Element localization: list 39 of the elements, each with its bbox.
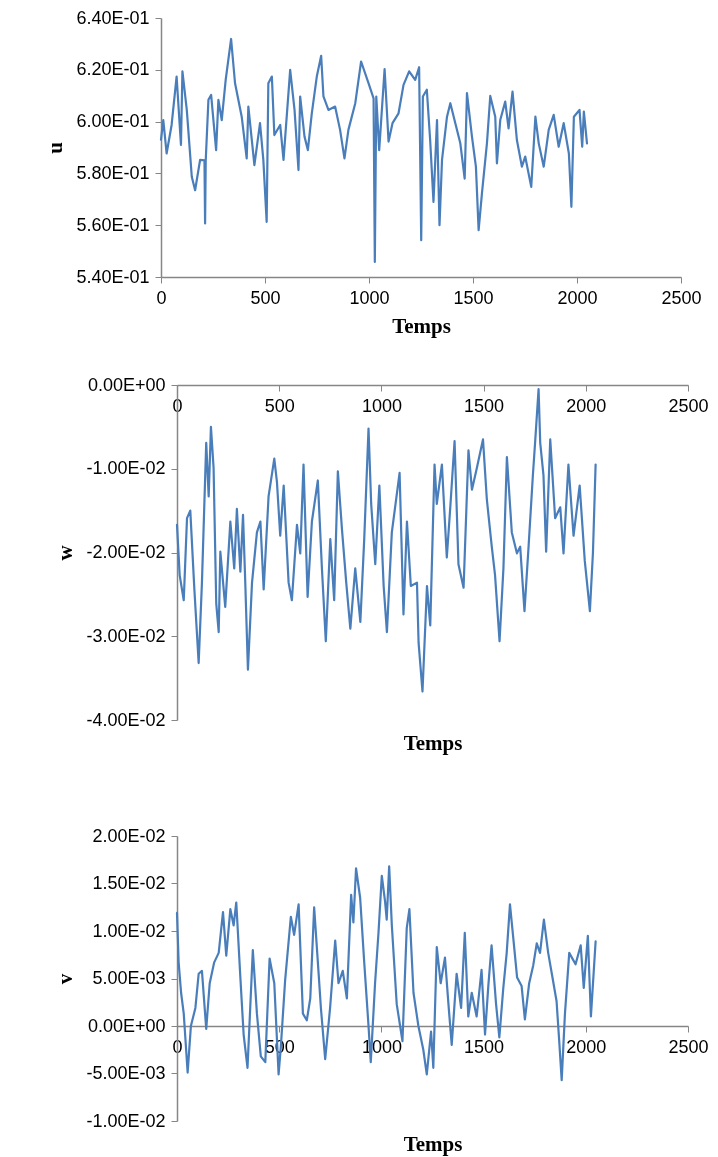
x-tick-label: 1000 bbox=[349, 287, 390, 308]
x-tick-label: 500 bbox=[264, 395, 295, 416]
y-tick-label: -2.00E-02 bbox=[86, 542, 166, 562]
y-tick-label: 2.00E-02 bbox=[92, 825, 166, 846]
y-tick-label: 1.50E-02 bbox=[92, 873, 166, 893]
y-tick-label: -3.00E-02 bbox=[86, 625, 166, 646]
y-tick-label: 0.00E+00 bbox=[87, 1015, 166, 1036]
x-tick-label: 1500 bbox=[464, 1036, 505, 1057]
y-tick-label: 5.80E-01 bbox=[76, 162, 150, 183]
x-tick-label: 1000 bbox=[361, 395, 402, 416]
x-tick-label: 2500 bbox=[668, 1036, 709, 1057]
y-tick-label: 6.40E-01 bbox=[76, 7, 150, 28]
x-axis-title: Temps bbox=[392, 313, 451, 338]
x-tick-label: 2000 bbox=[566, 395, 607, 416]
y-tick-label: -1.00E-02 bbox=[86, 1110, 166, 1131]
x-axis-title: Temps bbox=[403, 1131, 463, 1156]
y-tick-label: 5.60E-01 bbox=[76, 214, 150, 235]
y-tick-label: 6.00E-01 bbox=[76, 111, 150, 132]
y-axis-title: v bbox=[53, 973, 78, 985]
y-axis-title: w bbox=[53, 544, 78, 561]
x-tick-label: 1500 bbox=[453, 287, 494, 308]
line-series bbox=[159, 37, 589, 264]
y-tick-label: -4.00E-02 bbox=[86, 709, 166, 730]
x-axis-title: Temps bbox=[403, 730, 463, 755]
y-tick-label: -1.00E-02 bbox=[86, 458, 166, 479]
y-tick-label: 5.00E-03 bbox=[92, 968, 166, 988]
x-tick-label: 1500 bbox=[464, 395, 505, 416]
x-tick-label: 2000 bbox=[566, 1036, 607, 1057]
x-tick-label: 2000 bbox=[557, 287, 598, 308]
y-tick-label: 6.20E-01 bbox=[76, 59, 150, 80]
x-tick-label: 2500 bbox=[668, 395, 709, 416]
x-tick-label: 500 bbox=[250, 287, 281, 308]
y-tick-label: 1.00E-02 bbox=[92, 920, 166, 941]
x-tick-label: 2500 bbox=[661, 287, 702, 308]
y-tick-label: 5.40E-01 bbox=[76, 266, 150, 287]
x-tick-label: 0 bbox=[156, 287, 167, 308]
y-tick-label: 0.00E+00 bbox=[87, 374, 166, 395]
y-tick-label: -5.00E-03 bbox=[86, 1063, 166, 1083]
y-axis-title: u bbox=[43, 141, 68, 154]
